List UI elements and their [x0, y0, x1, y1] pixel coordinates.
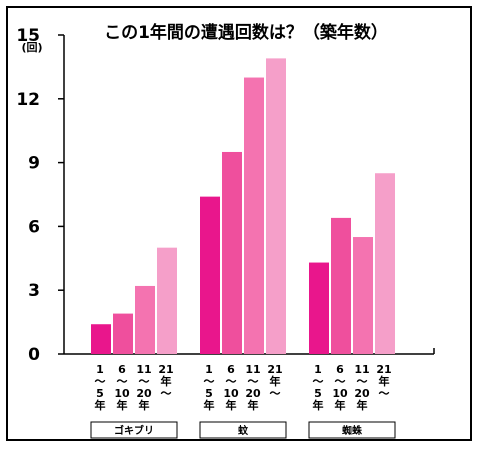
x-tick-label: 20: [245, 387, 261, 400]
x-tick-label: 6: [118, 363, 126, 376]
x-tick-label: 10: [332, 387, 348, 400]
x-tick-label: 〜: [204, 375, 215, 388]
y-tick-label: 3: [28, 281, 40, 301]
x-tick-label: 〜: [226, 375, 237, 388]
x-labels: 1〜5年6〜10年11〜20年21年〜ゴキブリ1〜5年6〜10年11〜20年21…: [90, 363, 396, 439]
x-tick-label: 〜: [248, 375, 259, 388]
bar: [331, 217, 351, 354]
y-tick-label: 6: [28, 217, 40, 237]
y-tick-label: 0: [28, 345, 40, 365]
x-tick-label: 5: [96, 387, 104, 400]
bar: [309, 262, 329, 354]
bars: [91, 58, 395, 355]
x-tick-label: 5: [205, 387, 213, 400]
bar: [244, 77, 264, 355]
x-tick-label: 年: [204, 398, 215, 412]
x-tick-label: 21: [158, 363, 173, 376]
y-tick-label: 12: [16, 90, 40, 110]
x-tick-label: 年: [270, 374, 281, 388]
x-tick-label: 年: [248, 398, 259, 412]
group-label: 蚊: [238, 424, 249, 437]
group-label: ゴキブリ: [114, 424, 154, 437]
x-tick-label: 〜: [313, 375, 324, 388]
x-tick-label: 年: [379, 374, 390, 388]
axes: 0 3 6 9 12 15: [16, 26, 435, 365]
x-tick-label: 10: [114, 387, 130, 400]
x-tick-label: 年: [313, 398, 324, 412]
bar: [91, 324, 111, 354]
group-label-box: [199, 421, 287, 439]
x-tick-label: 6: [227, 363, 235, 376]
x-tick-label: 年: [226, 398, 237, 412]
group-label: 蜘蛛: [342, 424, 363, 437]
x-tick-label: 20: [354, 387, 370, 400]
bar: [157, 247, 177, 354]
x-tick-label: 〜: [379, 387, 390, 400]
x-tick-label: 〜: [357, 375, 368, 388]
x-tick-label: 11: [245, 363, 260, 376]
bar: [266, 58, 286, 354]
y-axis-unit: (回): [21, 40, 42, 54]
x-tick-label: 11: [136, 363, 151, 376]
x-tick-label: 年: [95, 398, 106, 412]
x-tick-label: 〜: [270, 387, 281, 400]
x-tick-label: 年: [117, 398, 128, 412]
x-tick-label: 11: [354, 363, 369, 376]
bar: [375, 173, 395, 354]
group-label-box: [90, 421, 178, 439]
x-tick-label: 21: [267, 363, 282, 376]
bar: [200, 196, 220, 354]
x-tick-label: 5: [314, 387, 322, 400]
x-tick-label: 年: [335, 398, 346, 412]
bar: [113, 313, 133, 354]
y-tick-label: 9: [28, 154, 40, 174]
x-tick-label: 1: [96, 363, 104, 376]
x-tick-label: 10: [223, 387, 239, 400]
x-tick-label: 1: [314, 363, 322, 376]
y-tick-label: 15: [16, 26, 40, 46]
bar: [222, 151, 242, 354]
group-label-box: [308, 421, 396, 439]
x-tick-label: 〜: [139, 375, 150, 388]
x-tick-label: 20: [136, 387, 152, 400]
x-tick-label: 21: [376, 363, 391, 376]
x-tick-label: 〜: [335, 375, 346, 388]
x-tick-label: 6: [336, 363, 344, 376]
bar: [353, 237, 373, 354]
bar: [135, 285, 155, 354]
x-tick-label: 年: [161, 374, 172, 388]
x-tick-label: 1: [205, 363, 213, 376]
chart-title: この1年間の遭遇回数は？（築年数）: [104, 22, 388, 43]
x-tick-label: 年: [357, 398, 368, 412]
x-tick-label: 年: [139, 398, 150, 412]
x-tick-label: 〜: [161, 387, 172, 400]
x-tick-label: 〜: [95, 375, 106, 388]
x-tick-label: 〜: [117, 375, 128, 388]
